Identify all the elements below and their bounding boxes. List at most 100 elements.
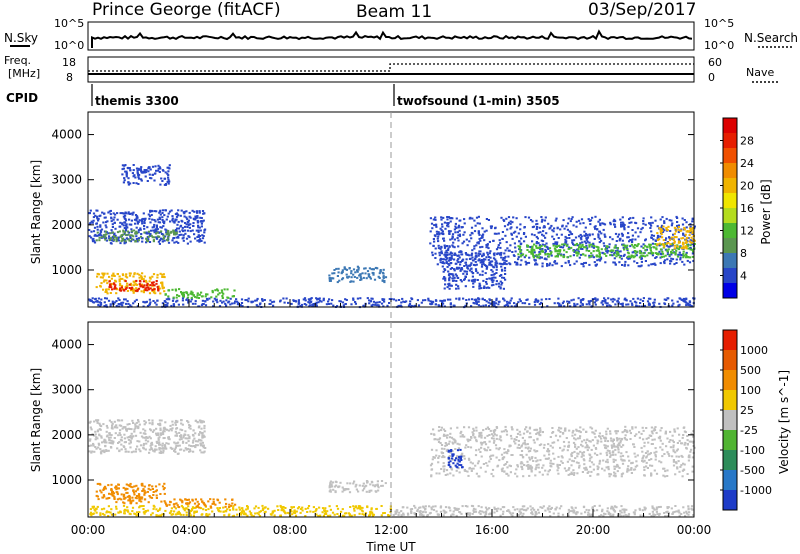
scatter-cell — [500, 251, 503, 254]
scatter-cell — [451, 252, 454, 255]
scatter-cell — [582, 222, 585, 225]
scatter-cell — [384, 482, 387, 485]
scatter-cell — [365, 490, 368, 493]
scatter-cell — [602, 228, 605, 231]
scatter-cell — [403, 301, 406, 303]
scatter-cell — [118, 230, 121, 233]
scatter-cell — [255, 304, 258, 307]
scatter-cell — [231, 295, 234, 298]
scatter-cell — [460, 267, 463, 269]
scatter-cell — [610, 298, 613, 301]
scatter-cell — [183, 212, 186, 215]
scatter-cell — [185, 291, 188, 294]
scatter-cell — [429, 242, 432, 245]
scatter-cell — [135, 238, 138, 240]
scatter-cell — [688, 300, 691, 303]
scatter-cell — [685, 226, 688, 229]
scatter-cell — [568, 467, 571, 470]
scatter-cell — [200, 431, 203, 434]
scatter-cell — [558, 249, 561, 252]
scatter-cell — [582, 246, 586, 249]
scatter-cell — [315, 297, 318, 300]
scatter-cell — [485, 256, 488, 259]
scatter-cell — [258, 510, 261, 513]
scatter-cell — [101, 236, 104, 239]
scatter-cell — [455, 262, 458, 265]
scatter-cell — [531, 251, 534, 254]
scatter-cell — [562, 256, 565, 259]
scatter-cell — [99, 284, 102, 287]
scatter-cell — [342, 488, 345, 491]
scatter-cell — [202, 434, 205, 437]
scatter-cell — [632, 443, 635, 446]
scatter-cell — [474, 268, 478, 271]
scatter-cell — [624, 260, 627, 263]
scatter-cell — [143, 493, 146, 496]
scatter-cell — [575, 447, 578, 450]
scatter-cell — [683, 246, 686, 249]
scatter-cell — [488, 240, 491, 243]
scatter-cell — [341, 301, 345, 304]
freq-tick-top-right: 60 — [708, 56, 722, 69]
scatter-cell — [107, 511, 110, 514]
scatter-cell — [475, 449, 478, 452]
scatter-cell — [160, 230, 163, 233]
scatter-cell — [556, 250, 559, 252]
scatter-cell — [180, 233, 183, 236]
scatter-cell — [116, 487, 120, 490]
scatter-cell — [632, 297, 635, 300]
scatter-cell — [526, 245, 530, 248]
scatter-cell — [157, 441, 160, 444]
scatter-cell — [639, 265, 642, 268]
scatter-cell — [541, 233, 544, 236]
scatter-cell — [178, 506, 181, 509]
scatter-cell — [653, 262, 656, 265]
scatter-cell — [486, 253, 490, 256]
scatter-cell — [117, 419, 120, 422]
scatter-cell — [454, 222, 457, 225]
scatter-cell — [650, 251, 653, 254]
scatter-cell — [123, 238, 126, 241]
scatter-cell — [176, 452, 179, 455]
scatter-cell — [141, 272, 144, 275]
scatter-cell — [485, 267, 488, 270]
scatter-cell — [142, 217, 145, 220]
scatter-cell — [155, 237, 159, 240]
scatter-cell — [556, 302, 559, 305]
scatter-cell — [654, 458, 657, 461]
scatter-cell — [137, 427, 140, 430]
scatter-cell — [446, 298, 450, 301]
scatter-cell — [674, 228, 677, 231]
scatter-cell — [92, 512, 95, 515]
scatter-cell — [683, 219, 686, 221]
scatter-cell — [157, 432, 160, 435]
scatter-cell — [106, 434, 109, 437]
scatter-cell — [671, 249, 674, 251]
scatter-cell — [547, 247, 550, 250]
scatter-cell — [201, 441, 204, 444]
scatter-cell — [536, 263, 539, 266]
scatter-cell — [174, 513, 177, 516]
scatter-cell — [567, 247, 570, 250]
scatter-cell — [650, 236, 653, 239]
scatter-cell — [92, 219, 95, 222]
scatter-cell — [170, 513, 173, 516]
scatter-cell — [617, 442, 620, 445]
scatter-cell — [616, 252, 619, 255]
scatter-cell — [556, 252, 559, 255]
scatter-cell — [383, 300, 386, 303]
scatter-cell — [500, 468, 503, 471]
scatter-cell — [643, 466, 646, 469]
scatter-cell — [131, 510, 134, 513]
scatter-cell — [468, 240, 471, 243]
scatter-cell — [137, 419, 140, 422]
scatter-cell — [579, 242, 582, 245]
scatter-cell — [177, 227, 180, 230]
scatter-cell — [113, 287, 116, 290]
scatter-cell — [665, 217, 668, 220]
scatter-cell — [133, 218, 137, 221]
scatter-cell — [682, 245, 685, 248]
scatter-cell — [475, 300, 478, 303]
scatter-cell — [189, 427, 192, 430]
scatter-cell — [477, 297, 480, 300]
